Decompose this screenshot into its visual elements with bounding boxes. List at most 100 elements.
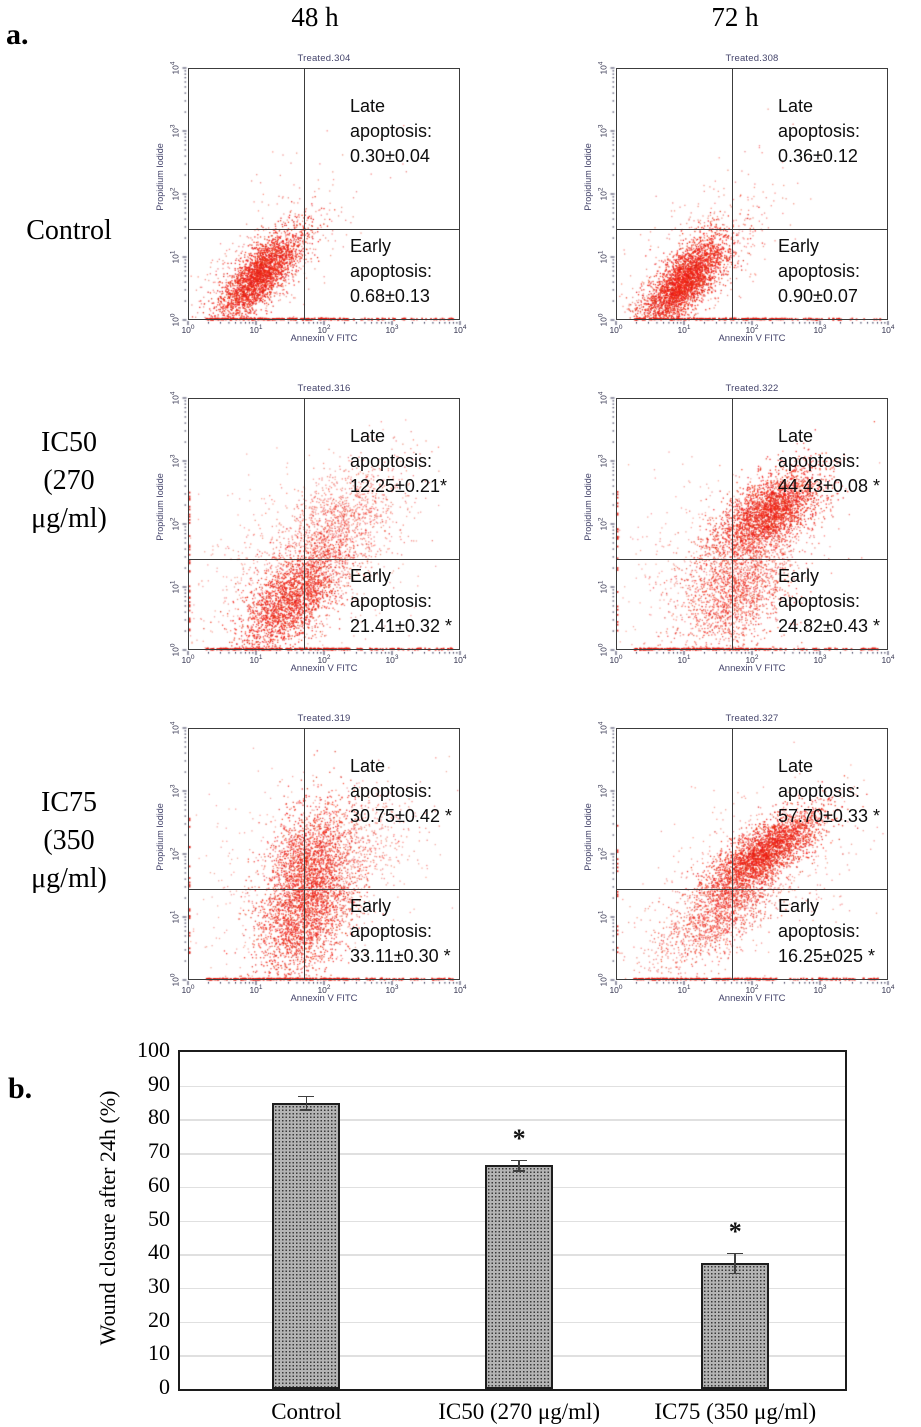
- quadrant-vertical-line: [731, 68, 734, 320]
- early-apoptosis-annotation: Early apoptosis: 16.25±025 *: [778, 894, 890, 969]
- y-tick-label: 104: [169, 721, 181, 735]
- x-tick-label: 103: [813, 984, 827, 995]
- panel-b-label: b.: [8, 1072, 33, 1105]
- x-axis-label: Annexin V FITC: [290, 993, 358, 1004]
- y-tick-label: 102: [169, 847, 181, 861]
- plot-title: Treated.327: [725, 713, 779, 724]
- early-apoptosis-value: 0.90±0.07: [778, 286, 858, 306]
- y-axis-label: Propidium Iodide: [155, 143, 165, 211]
- y-tick-label: 100: [597, 643, 609, 657]
- late-apoptosis-label: Late apoptosis:: [778, 96, 861, 141]
- quadrant-vertical-line: [731, 728, 734, 980]
- y-axis-tick-label: 10: [148, 1340, 170, 1366]
- y-tick-label: 104: [597, 391, 609, 405]
- quadrant-vertical-line: [731, 398, 734, 650]
- x-tick-label: 101: [677, 324, 691, 335]
- late-apoptosis-value: 30.75±0.42 *: [350, 806, 452, 826]
- late-apoptosis-value: 44.43±0.08 *: [778, 476, 880, 496]
- scatter-canvas: [574, 44, 904, 346]
- late-apoptosis-label: Late apoptosis:: [778, 426, 861, 471]
- x-tick-label: 100: [181, 324, 195, 335]
- y-tick-label: 100: [597, 973, 609, 987]
- early-apoptosis-annotation: Early apoptosis: 0.68±0.13: [350, 234, 462, 309]
- x-tick-label: 104: [453, 654, 467, 665]
- y-axis-tick-label: 70: [148, 1138, 170, 1164]
- error-bar-top-cap: [298, 1095, 315, 1098]
- column-header-72h: 72 h: [711, 2, 759, 32]
- panel-a-label: a.: [6, 18, 29, 51]
- bar: [485, 1164, 554, 1389]
- x-tick-label: 102: [745, 984, 759, 995]
- y-axis-label: Propidium Iodide: [583, 143, 593, 211]
- quadrant-horizontal-line: [188, 558, 460, 561]
- y-axis-tick-label: 80: [148, 1104, 170, 1130]
- x-tick-label: 104: [453, 984, 467, 995]
- early-apoptosis-value: 33.11±0.30 *: [350, 946, 451, 966]
- quadrant-vertical-line: [303, 68, 306, 320]
- y-tick-label: 101: [597, 250, 609, 264]
- x-tick-label: 101: [249, 654, 263, 665]
- significance-star: *: [512, 1123, 526, 1153]
- y-tick-label: 101: [169, 910, 181, 924]
- x-tick-label: 101: [249, 324, 263, 335]
- error-bar: [305, 1095, 308, 1110]
- error-bar-bottom-cap: [729, 1272, 742, 1275]
- late-apoptosis-label: Late apoptosis:: [350, 96, 433, 141]
- late-apoptosis-value: 0.36±0.12: [778, 146, 858, 166]
- scatter-canvas: [574, 374, 904, 676]
- late-apoptosis-value: 0.30±0.04: [350, 146, 430, 166]
- x-tick-label: 103: [385, 984, 399, 995]
- row-label-ic50: IC50 (270 μg/ml): [31, 427, 107, 534]
- scatter-canvas: [146, 374, 476, 676]
- plot-frame: [188, 398, 460, 650]
- early-apoptosis-label: Early apoptosis:: [778, 236, 861, 281]
- y-axis-tick-label: 100: [137, 1037, 170, 1062]
- error-bar: [734, 1252, 737, 1273]
- x-tick-label: 103: [813, 324, 827, 335]
- x-tick-label: 103: [813, 654, 827, 665]
- x-tick-label: 102: [317, 984, 331, 995]
- late-apoptosis-annotation: Late apoptosis: 30.75±0.42 *: [350, 754, 462, 829]
- x-tick-label: 100: [609, 984, 623, 995]
- scatter-canvas: [574, 704, 904, 1006]
- x-tick-label: 103: [385, 324, 399, 335]
- plot-title: Treated.319: [297, 713, 351, 724]
- quadrant-horizontal-line: [188, 228, 460, 231]
- x-tick-label: 100: [609, 324, 623, 335]
- y-axis-label: Propidium Iodide: [583, 803, 593, 871]
- x-tick-label: 100: [609, 654, 623, 665]
- y-tick-label: 102: [597, 517, 609, 531]
- error-bar-bottom-cap: [513, 1169, 526, 1172]
- plot-frame: [616, 728, 888, 980]
- x-tick-label: 104: [881, 324, 895, 335]
- error-bar: [518, 1159, 520, 1170]
- y-tick-label: 102: [597, 847, 609, 861]
- x-tick-label: 100: [181, 984, 195, 995]
- early-apoptosis-value: 24.82±0.43 *: [778, 616, 880, 636]
- x-tick-label: 101: [249, 984, 263, 995]
- x-tick-label: 102: [317, 324, 331, 335]
- x-axis-label: Annexin V FITC: [718, 993, 786, 1004]
- y-tick-label: 103: [169, 124, 181, 138]
- late-apoptosis-annotation: Late apoptosis: 57.70±0.33 *: [778, 754, 890, 829]
- y-tick-label: 101: [169, 580, 181, 594]
- x-tick-label: 104: [453, 324, 467, 335]
- y-tick-label: 104: [169, 391, 181, 405]
- y-tick-label: 100: [169, 313, 181, 327]
- bar: [272, 1102, 341, 1389]
- y-tick-label: 103: [597, 454, 609, 468]
- plot-title: Treated.322: [725, 383, 779, 394]
- row-label-ic75: IC75 (350 μg/ml): [31, 787, 107, 894]
- x-axis-label: Annexin V FITC: [718, 333, 786, 344]
- y-axis-tick-label: 30: [148, 1272, 170, 1298]
- late-apoptosis-label: Late apoptosis:: [350, 756, 433, 801]
- x-axis-label: Annexin V FITC: [290, 663, 358, 674]
- y-tick-label: 100: [597, 313, 609, 327]
- error-bar-bottom-cap: [300, 1109, 313, 1111]
- y-tick-label: 100: [169, 973, 181, 987]
- gridline: [180, 1153, 845, 1155]
- y-tick-label: 104: [597, 721, 609, 735]
- error-bar-top-cap: [727, 1252, 744, 1255]
- y-tick-label: 101: [169, 250, 181, 264]
- x-tick-label: 102: [317, 654, 331, 665]
